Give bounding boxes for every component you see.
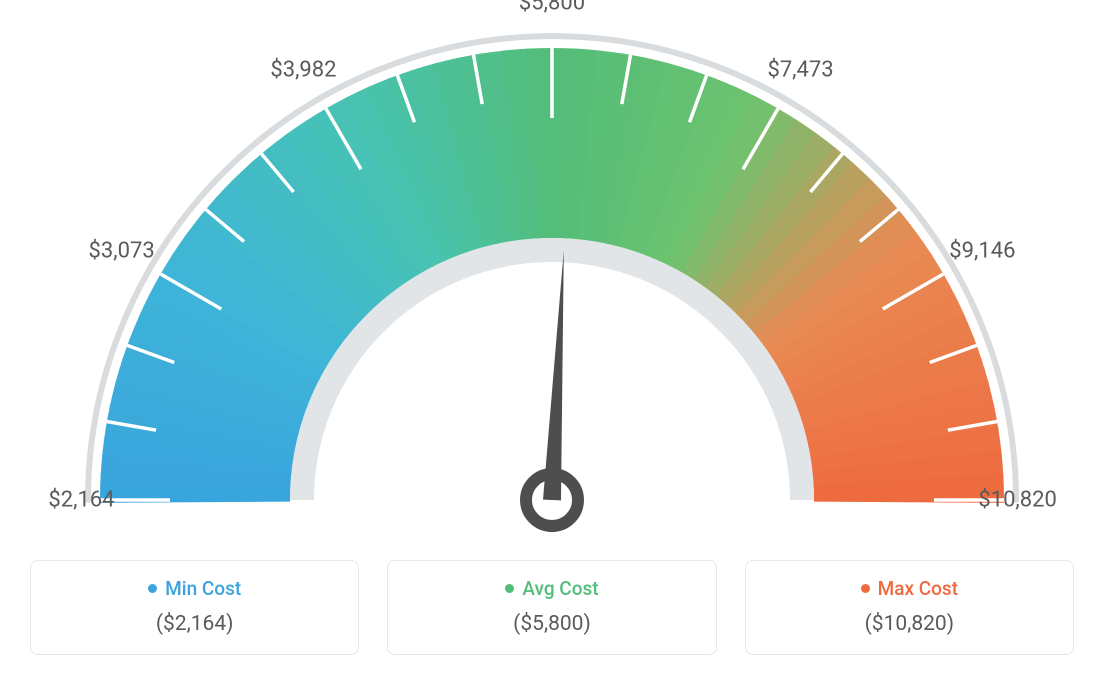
min-cost-label: Min Cost: [165, 577, 241, 600]
max-cost-card: Max Cost ($10,820): [745, 560, 1074, 655]
gauge-tick-label: $9,146: [949, 239, 1015, 264]
max-cost-label: Max Cost: [878, 577, 958, 600]
avg-cost-value: ($5,800): [398, 612, 705, 636]
min-cost-card: Min Cost ($2,164): [30, 560, 359, 655]
min-cost-title: Min Cost: [148, 577, 241, 600]
max-cost-value: ($10,820): [756, 612, 1063, 636]
summary-row: Min Cost ($2,164) Avg Cost ($5,800) Max …: [0, 560, 1104, 655]
avg-cost-card: Avg Cost ($5,800): [387, 560, 716, 655]
gauge-svg: [0, 0, 1104, 550]
gauge-tick-label: $7,473: [767, 57, 833, 82]
max-cost-title: Max Cost: [861, 577, 958, 600]
gauge-tick-label: $5,800: [519, 0, 585, 16]
avg-cost-label: Avg Cost: [522, 577, 598, 600]
gauge-tick-label: $2,164: [48, 488, 114, 513]
gauge-tick-label: $3,982: [270, 57, 336, 82]
gauge-tick-label: $10,820: [978, 488, 1057, 513]
min-cost-value: ($2,164): [41, 612, 348, 636]
gauge-chart: $2,164 $3,073 $3,982 $5,800 $7,473 $9,146 $10,…: [0, 0, 1104, 550]
max-cost-dot: [861, 584, 870, 593]
min-cost-dot: [148, 584, 157, 593]
avg-cost-title: Avg Cost: [505, 577, 598, 600]
avg-cost-dot: [505, 584, 514, 593]
gauge-tick-label: $3,073: [89, 239, 155, 264]
